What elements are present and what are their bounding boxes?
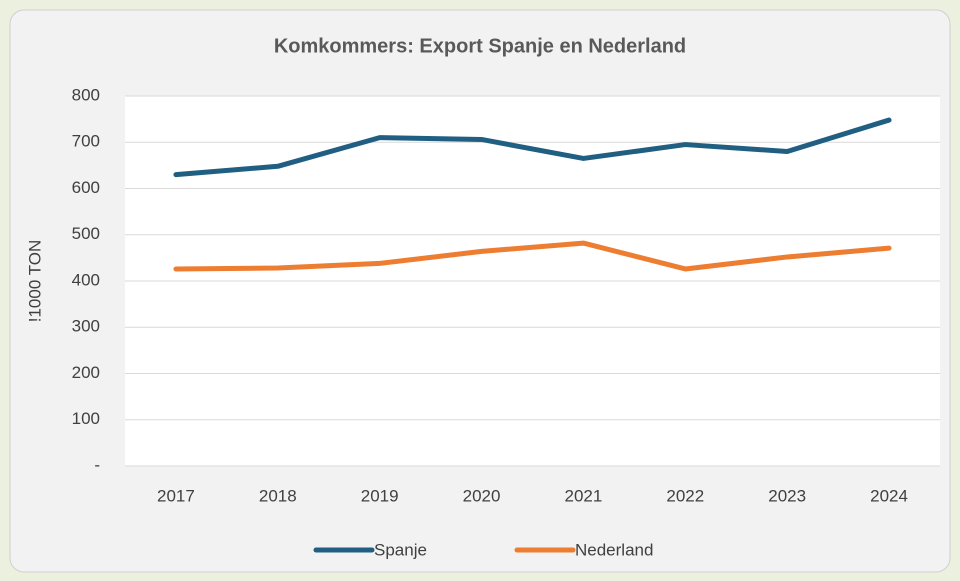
legend-label: Nederland — [575, 540, 653, 559]
y-tick-label: 700 — [72, 132, 100, 151]
y-tick-label: 600 — [72, 178, 100, 197]
y-tick-label: 100 — [72, 409, 100, 428]
x-tick-label: 2020 — [463, 486, 501, 505]
line-series — [173, 240, 892, 272]
x-tick-label: 2022 — [666, 486, 704, 505]
y-tick-label: 300 — [72, 317, 100, 336]
x-tick-label: 2018 — [259, 486, 297, 505]
y-tick-label: 400 — [72, 270, 100, 289]
x-tick-label: 2023 — [768, 486, 806, 505]
line-series — [173, 117, 892, 178]
x-tick-label: 2024 — [870, 486, 908, 505]
x-tick-label: 2019 — [361, 486, 399, 505]
x-tick-label: 2021 — [565, 486, 603, 505]
y-tick-label: 200 — [72, 363, 100, 382]
x-tick-label: 2017 — [157, 486, 195, 505]
y-tick-label: - — [94, 455, 100, 474]
y-axis-label: !1000 TON — [25, 240, 44, 323]
y-tick-label: 800 — [72, 85, 100, 104]
chart-title: Komkommers: Export Spanje en Nederland — [274, 35, 686, 57]
legend-label: Spanje — [374, 540, 427, 559]
y-tick-label: 500 — [72, 224, 100, 243]
